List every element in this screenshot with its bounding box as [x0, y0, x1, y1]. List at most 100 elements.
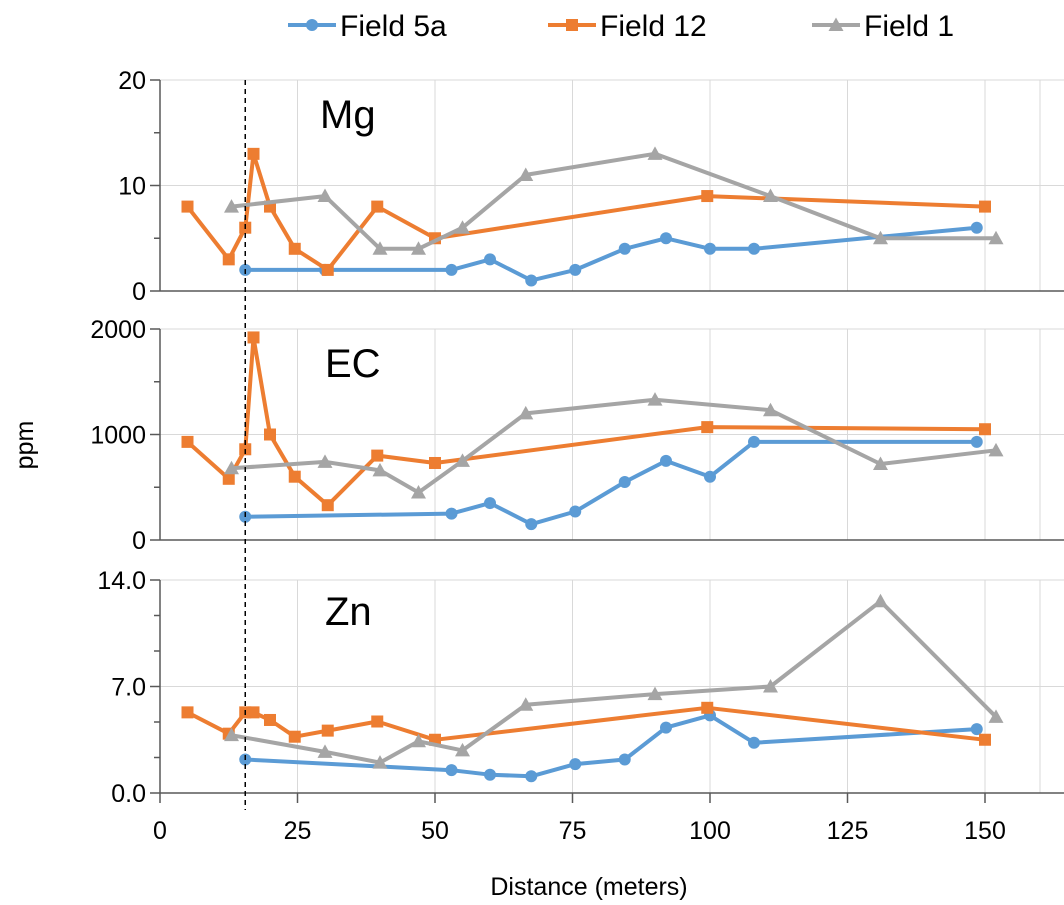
panel-zn: 0.0 7.0 14.0 Zn [97, 567, 1064, 808]
x-axis: 0 25 50 75 100 125 150 [153, 793, 1006, 845]
data-point [181, 706, 194, 719]
y-axis-title: ppm [11, 421, 39, 470]
data-point [525, 518, 538, 531]
series-line [245, 713, 977, 779]
data-point [321, 263, 334, 276]
data-point [518, 697, 534, 711]
data-point [247, 706, 260, 719]
data-point [371, 200, 384, 213]
data-point [704, 242, 716, 255]
panel-title: EC [325, 342, 381, 386]
y-tick-label: 2000 [90, 316, 146, 344]
data-point [569, 505, 582, 518]
y-tick-label: 0 [132, 527, 146, 555]
data-point [660, 232, 672, 245]
series-field-5a [239, 435, 983, 531]
data-point [317, 188, 333, 203]
panel-ec: 0 1000 2000 EC [90, 316, 1064, 555]
legend: Field 5a Field 12 Field 1 [288, 10, 954, 43]
data-point [618, 753, 631, 766]
data-point [224, 199, 239, 213]
y-tick-label: 14.0 [97, 567, 146, 595]
chart-panels: 0 10 20 Mg 0 1000 2000 EC 0.0 7.0 14.0 Zn [90, 67, 1064, 810]
y-tick-label: 0 [132, 278, 146, 306]
data-point [264, 713, 276, 726]
data-point [455, 742, 470, 757]
y-tick-label: 1000 [90, 422, 146, 450]
data-point [484, 497, 496, 510]
data-point [873, 593, 888, 608]
data-point [429, 456, 441, 469]
data-point [763, 679, 778, 693]
data-point [873, 456, 888, 471]
x-tick-label: 75 [559, 817, 587, 845]
x-tick-label: 125 [827, 817, 869, 845]
data-point [371, 449, 384, 462]
data-point [371, 715, 384, 728]
x-axis-title: Distance (meters) [490, 873, 687, 901]
series-line [245, 439, 977, 527]
data-point [647, 146, 663, 160]
data-point [988, 230, 1004, 245]
legend-item-field-12: Field 12 [548, 10, 707, 43]
data-point [484, 253, 496, 266]
data-point [525, 770, 538, 783]
series-line [231, 397, 997, 495]
data-point [518, 167, 534, 181]
panel-mg: 0 10 20 Mg [118, 67, 1064, 306]
data-point [372, 462, 388, 477]
legend-marker [828, 17, 844, 31]
data-point [317, 454, 333, 468]
data-point [988, 442, 1004, 457]
data-point [763, 188, 778, 203]
y-tick-label: 7.0 [111, 674, 146, 702]
legend-label: Field 12 [600, 10, 707, 43]
data-point [484, 768, 496, 781]
data-point [288, 730, 301, 743]
series-line [231, 151, 996, 251]
data-point [748, 736, 760, 749]
data-point [970, 723, 983, 736]
data-point [701, 421, 714, 434]
data-point [660, 721, 672, 734]
data-point [247, 147, 260, 160]
legend-label: Field 1 [864, 10, 954, 43]
data-point [970, 435, 983, 448]
series-field-12 [181, 701, 991, 746]
data-point [247, 331, 260, 344]
data-point [411, 241, 426, 255]
data-point [701, 190, 714, 203]
series-field-1 [224, 593, 1004, 769]
data-point [411, 485, 426, 499]
data-point [264, 428, 276, 441]
series-line [231, 599, 998, 765]
data-point [445, 263, 458, 276]
data-point [445, 507, 458, 520]
data-point [647, 686, 663, 701]
data-point [321, 724, 334, 737]
data-point [224, 727, 239, 742]
data-point [455, 220, 470, 234]
series-field-1 [224, 146, 1004, 255]
data-point [748, 242, 760, 255]
x-tick-label: 100 [689, 817, 731, 845]
data-point [372, 755, 388, 769]
legend-marker [566, 19, 578, 31]
data-point [222, 472, 235, 485]
data-point [970, 221, 983, 234]
data-point [569, 263, 582, 276]
data-point [222, 253, 235, 266]
data-point [647, 392, 663, 406]
data-point [525, 274, 538, 287]
data-point [224, 460, 239, 475]
legend-marker [306, 19, 318, 31]
data-point [317, 744, 333, 758]
panel-title: Mg [320, 93, 376, 137]
data-point [569, 758, 582, 771]
y-tick-label: 0.0 [111, 780, 146, 808]
data-point [660, 454, 672, 467]
x-tick-label: 0 [153, 817, 167, 845]
series-line [185, 151, 986, 272]
data-point [748, 435, 760, 448]
